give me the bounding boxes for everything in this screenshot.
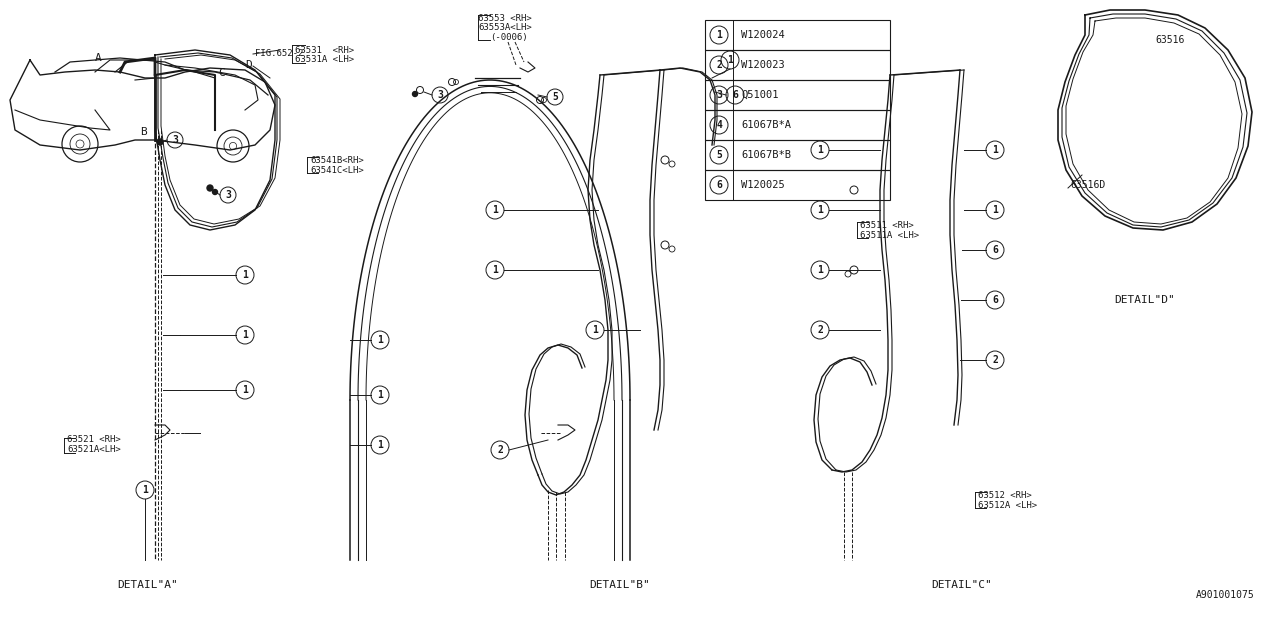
Text: 1: 1 — [817, 265, 823, 275]
Text: 63531A <LH>: 63531A <LH> — [294, 54, 355, 63]
Text: DETAIL"C": DETAIL"C" — [932, 580, 992, 590]
Text: 1: 1 — [817, 145, 823, 155]
Text: 6: 6 — [716, 180, 722, 190]
Text: 63511A <LH>: 63511A <LH> — [860, 230, 919, 239]
Text: 3: 3 — [436, 90, 443, 100]
Text: B: B — [140, 127, 147, 137]
Text: DETAIL"B": DETAIL"B" — [590, 580, 650, 590]
Text: A901001075: A901001075 — [1197, 590, 1254, 600]
Text: 1: 1 — [242, 385, 248, 395]
Circle shape — [412, 92, 417, 97]
Text: 63531  <RH>: 63531 <RH> — [294, 45, 355, 54]
Text: 1: 1 — [716, 30, 722, 40]
Text: 1: 1 — [142, 485, 148, 495]
Text: 1: 1 — [378, 390, 383, 400]
Text: 61067B*B: 61067B*B — [741, 150, 791, 160]
Text: 2: 2 — [817, 325, 823, 335]
Bar — [705, 80, 890, 110]
Text: 1: 1 — [593, 325, 598, 335]
Bar — [705, 50, 890, 80]
Text: 1: 1 — [727, 55, 733, 65]
Text: Q51001: Q51001 — [741, 90, 778, 100]
Text: 63516D: 63516D — [1070, 180, 1105, 190]
Text: A: A — [95, 53, 101, 63]
Text: 63521A<LH>: 63521A<LH> — [67, 445, 120, 454]
Bar — [705, 140, 890, 170]
Text: 63512A <LH>: 63512A <LH> — [978, 500, 1037, 509]
Text: 3: 3 — [225, 190, 230, 200]
Circle shape — [212, 189, 218, 195]
Text: 1: 1 — [992, 145, 998, 155]
Text: 63553 <RH>: 63553 <RH> — [477, 13, 531, 22]
Text: 2: 2 — [716, 60, 722, 70]
Text: 1: 1 — [817, 205, 823, 215]
Bar — [705, 170, 890, 200]
Circle shape — [207, 185, 212, 191]
Text: D: D — [244, 60, 252, 70]
Bar — [705, 20, 890, 50]
Text: 63521 <RH>: 63521 <RH> — [67, 435, 120, 445]
Text: 63516: 63516 — [1155, 35, 1184, 45]
Text: W120025: W120025 — [741, 180, 785, 190]
Circle shape — [157, 139, 163, 145]
Text: 1: 1 — [242, 330, 248, 340]
Text: 1: 1 — [378, 335, 383, 345]
Text: W120024: W120024 — [741, 30, 785, 40]
Text: 61067B*A: 61067B*A — [741, 120, 791, 130]
Text: 1: 1 — [378, 440, 383, 450]
Text: 63553A<LH>: 63553A<LH> — [477, 22, 531, 31]
Text: 3: 3 — [716, 90, 722, 100]
Text: DETAIL"A": DETAIL"A" — [118, 580, 178, 590]
Text: (-0006): (-0006) — [490, 33, 527, 42]
Text: 1: 1 — [492, 265, 498, 275]
Text: 6: 6 — [732, 90, 739, 100]
Text: 1: 1 — [492, 205, 498, 215]
Text: 2: 2 — [497, 445, 503, 455]
Text: 6: 6 — [992, 295, 998, 305]
Text: 1: 1 — [992, 205, 998, 215]
Text: 4: 4 — [716, 120, 722, 130]
Text: DETAIL"D": DETAIL"D" — [1115, 295, 1175, 305]
Text: C: C — [218, 68, 225, 78]
Text: 63511 <RH>: 63511 <RH> — [860, 221, 914, 230]
Text: 3: 3 — [172, 135, 178, 145]
Text: 63541C<LH>: 63541C<LH> — [310, 166, 364, 175]
Bar — [705, 110, 890, 140]
Text: 5: 5 — [552, 92, 558, 102]
Text: W120023: W120023 — [741, 60, 785, 70]
Text: 6: 6 — [992, 245, 998, 255]
Text: 1: 1 — [242, 270, 248, 280]
Text: 63541B<RH>: 63541B<RH> — [310, 156, 364, 164]
Text: FIG.652-2: FIG.652-2 — [255, 49, 303, 58]
Text: 63512 <RH>: 63512 <RH> — [978, 490, 1032, 499]
Text: 2: 2 — [992, 355, 998, 365]
Text: 5: 5 — [716, 150, 722, 160]
